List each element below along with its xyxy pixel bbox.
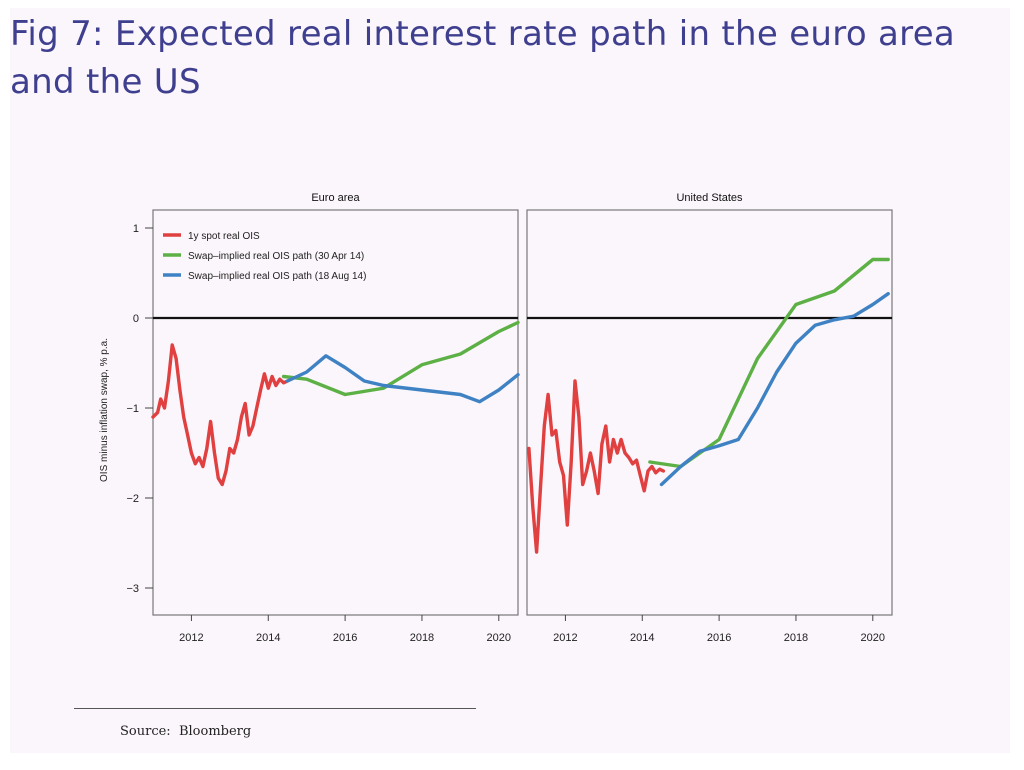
source-note: Source: Bloomberg	[120, 724, 251, 739]
series-path-30-apr-14	[648, 257, 890, 469]
y-axis-label: OIS minus inflation swap, % p.a.	[99, 338, 110, 482]
panel-united-states: United States 2012 2014 2016 2018 2020	[526, 192, 893, 644]
series-spot-real-ois	[151, 343, 290, 487]
panel-title: Euro area	[311, 192, 360, 204]
legend: 1y spot real OIS Swap–implied real OIS pa…	[163, 231, 366, 282]
panel-frame	[152, 209, 519, 616]
source-label: Source:	[120, 724, 171, 739]
x-tick-label: 2018	[784, 632, 808, 644]
y-tick-label: −1	[126, 403, 139, 415]
slide-title: Fig 7: Expected real interest rate path …	[10, 14, 956, 102]
x-tick-label: 2012	[179, 632, 203, 644]
panel-title: United States	[676, 192, 743, 204]
chart-panels: Euro area 2012 2014 2016 2018 2020 1 0 −1 −2 −3 1y …	[126, 192, 893, 644]
series-path-18-aug-14	[659, 292, 890, 487]
legend-entry: Swap–implied real OIS path (18 Aug 14)	[188, 271, 366, 282]
x-tick-label: 2012	[553, 632, 577, 644]
y-tick-label: 0	[133, 313, 139, 325]
x-tick-label: 2014	[256, 632, 280, 644]
legend-entry: Swap–implied real OIS path (30 Apr 14)	[188, 251, 364, 262]
panel-euro-area: Euro area 2012 2014 2016 2018 2020 1 0 −1 −2 −3 1y …	[126, 192, 520, 644]
y-tick-label: 1	[133, 223, 139, 235]
panel-frame	[526, 209, 893, 616]
x-tick-label: 2020	[861, 632, 885, 644]
y-tick-label: −3	[126, 583, 139, 595]
series-spot-real-ois	[527, 379, 666, 554]
x-tick-label: 2018	[410, 632, 434, 644]
x-tick-label: 2016	[707, 632, 731, 644]
source-divider	[74, 708, 476, 709]
x-tick-label: 2014	[630, 632, 654, 644]
x-tick-label: 2016	[333, 632, 357, 644]
y-tick-label: −2	[126, 493, 139, 505]
series-path-18-aug-14	[285, 354, 520, 404]
x-tick-label: 2020	[487, 632, 511, 644]
series-path-30-apr-14	[281, 320, 520, 397]
legend-entry: 1y spot real OIS	[188, 231, 260, 242]
source-name: Bloomberg	[178, 724, 252, 739]
